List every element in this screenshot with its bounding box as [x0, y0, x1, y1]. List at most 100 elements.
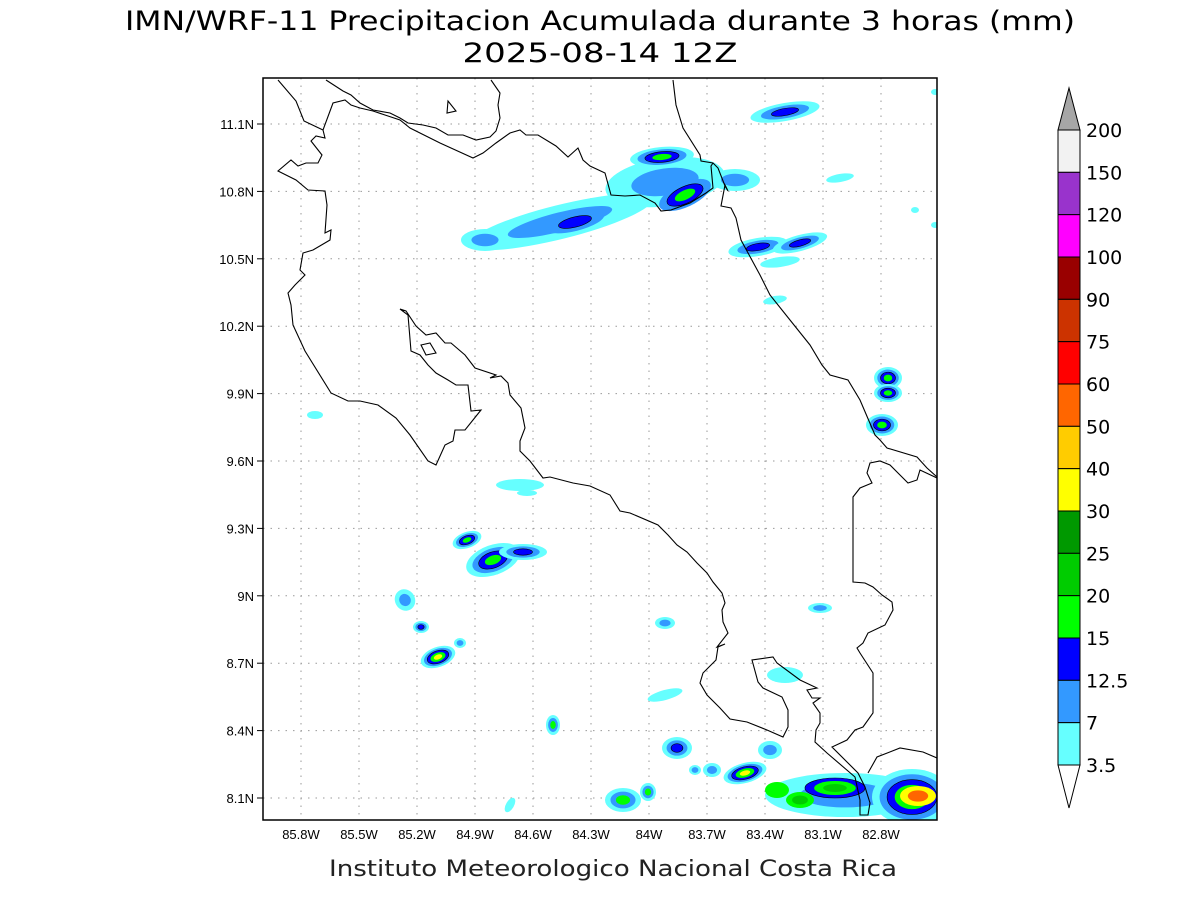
- precip-contour: [907, 790, 929, 802]
- map-frame: [262, 77, 938, 821]
- map-plot-area: 11.1N 10.8N 10.5N 10.2N 9.9N 9.6N 9.3N 9N 8.7N 8.…: [219, 77, 938, 842]
- axis-labels: 11.1N 10.8N 10.5N 10.2N 9.9N 9.6N 9.3N 9N 8.7N 8.…: [219, 117, 900, 842]
- precip-contour: [496, 479, 544, 491]
- precip-contour: [513, 548, 533, 556]
- colorbar-segment: [1057, 256, 1081, 300]
- lon-label: 84.3W: [572, 827, 610, 842]
- precip-contour: [652, 153, 672, 161]
- map-background: [263, 78, 937, 820]
- precip-contour: [615, 795, 631, 805]
- colorbar-segment: [1057, 129, 1081, 173]
- precip-contour: [765, 782, 789, 798]
- precip-contour: [823, 784, 847, 792]
- precip-contour: [767, 667, 803, 683]
- precip-contour: [883, 390, 893, 396]
- colorbar-segment: [1057, 425, 1081, 470]
- colorbar-segment: [1057, 171, 1081, 216]
- precip-contour: [644, 788, 652, 796]
- precip-contour: [763, 744, 777, 756]
- precip-contour: [471, 233, 499, 247]
- colorbar-segment: [1057, 383, 1081, 427]
- precip-contour: [517, 490, 537, 496]
- precip-contour: [462, 537, 472, 543]
- colorbar-label: 20: [1086, 586, 1110, 608]
- precip-contour: [550, 721, 556, 729]
- colorbar-segment: [1057, 298, 1081, 343]
- colorbar-segment: [1057, 214, 1081, 258]
- precip-contour: [647, 688, 683, 702]
- colorbar-segment: [1057, 341, 1081, 385]
- precip-contour: [691, 767, 699, 773]
- colorbar-label: 90: [1086, 289, 1110, 311]
- precip-contour: [813, 605, 827, 611]
- colorbar-segment: [1057, 510, 1081, 554]
- precip-contour: [674, 188, 696, 202]
- precip-contour: [911, 207, 919, 213]
- colorbar-label: 12.5: [1086, 670, 1128, 692]
- precip-contour: [417, 624, 425, 630]
- lat-label: 10.5N: [219, 252, 254, 267]
- precip-contour: [558, 215, 592, 229]
- precip-contour: [706, 766, 718, 774]
- precip-contour: [399, 593, 411, 607]
- nicaragua-border: [322, 99, 714, 212]
- precip-contour: [792, 795, 808, 805]
- pacific-coast: [277, 79, 937, 816]
- precip-contour: [931, 222, 937, 228]
- precip-contour: [739, 770, 751, 776]
- colorbar-under-triangle: [1057, 764, 1081, 809]
- lon-label: 85.8W: [282, 827, 320, 842]
- colorbar-label: 150: [1086, 162, 1122, 184]
- lake-island: [446, 99, 457, 114]
- colorbar-label: 15: [1086, 628, 1110, 650]
- precip-contour: [307, 411, 323, 419]
- lake-nicaragua-shore: [325, 79, 501, 141]
- lon-label: 83.4W: [746, 827, 784, 842]
- colorbar-segment: [1057, 552, 1081, 597]
- panama-coast-south: [867, 747, 937, 774]
- lat-label: 8.4N: [227, 724, 254, 739]
- lat-label: 10.8N: [219, 184, 254, 199]
- colorbar-legend: 200 150 120 100 90 75 60 50 40 30 25 20 15 12.5 7 3.5: [1057, 86, 1128, 809]
- title-line-1: IMN/WRF-11 Precipitacion Acumulada duran…: [125, 6, 1075, 37]
- colorbar-label: 3.5: [1086, 755, 1116, 777]
- colorbar-label: 25: [1086, 543, 1110, 565]
- colorbar-label: 50: [1086, 416, 1110, 438]
- precip-contour: [826, 173, 854, 183]
- lat-label: 11.1N: [220, 117, 254, 132]
- precip-contour: [877, 421, 887, 429]
- colorbar-label: 40: [1086, 459, 1110, 481]
- lat-label: 8.1N: [227, 791, 254, 806]
- colorbar-label: 100: [1086, 247, 1122, 269]
- colorbar-segment: [1057, 679, 1081, 724]
- precip-contour: [433, 654, 443, 660]
- lon-label: 85.2W: [398, 827, 436, 842]
- colorbar-label: 30: [1086, 501, 1110, 523]
- lat-label: 9.6N: [227, 454, 254, 469]
- precip-contour: [659, 619, 671, 627]
- colorbar-label: 7: [1086, 713, 1098, 735]
- precip-contour: [771, 107, 799, 117]
- lat-label: 9N: [237, 589, 254, 604]
- lon-label: 85.5W: [340, 827, 378, 842]
- gulf-island: [420, 342, 437, 356]
- colorbar-segment: [1057, 637, 1081, 681]
- precip-contour: [760, 256, 800, 268]
- colorbar-label: 60: [1086, 374, 1110, 396]
- precip-contour: [670, 743, 684, 753]
- lon-label: 84W: [636, 827, 663, 842]
- lat-label: 9.9N: [227, 387, 254, 402]
- precip-contour: [763, 295, 787, 305]
- precipitation-field: [307, 89, 937, 820]
- precip-contour: [456, 640, 464, 646]
- precip-contour: [484, 554, 502, 566]
- colorbar-label: 200: [1086, 120, 1122, 142]
- colorbar-label: 120: [1086, 205, 1122, 227]
- lat-label: 9.3N: [227, 521, 254, 536]
- precip-contour: [720, 173, 750, 187]
- colorbar-over-triangle: [1057, 86, 1081, 131]
- lat-label: 10.2N: [219, 319, 254, 334]
- lat-label: 8.7N: [227, 656, 254, 671]
- colorbar-segment: [1057, 722, 1081, 766]
